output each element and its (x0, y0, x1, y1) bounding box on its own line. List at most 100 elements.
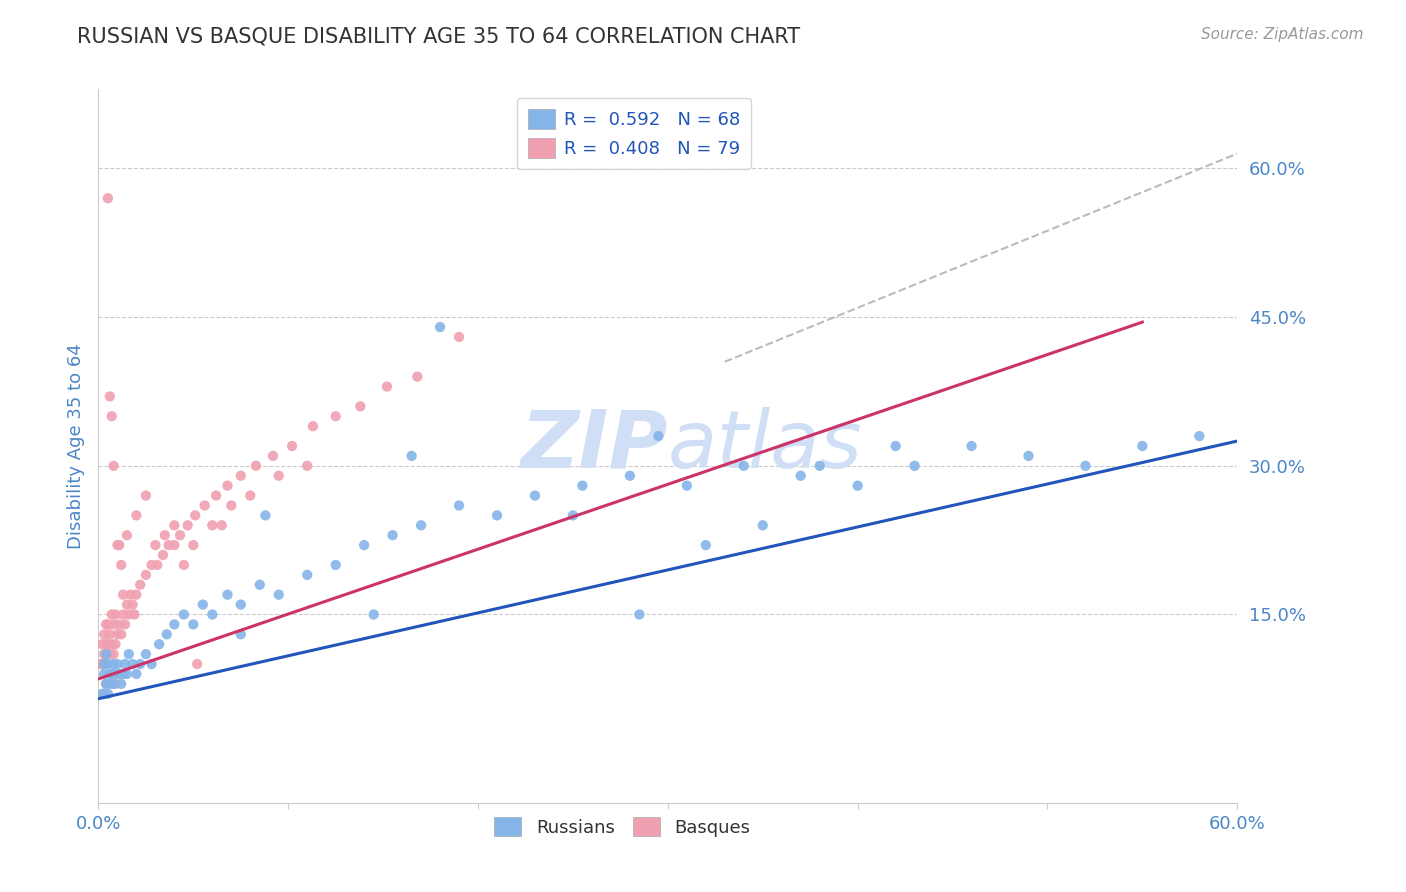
Point (115, 598, 138, 612)
Point (325, 558, 347, 572)
Point (375, 379, 398, 393)
Point (229, 468, 252, 483)
Point (141, 657, 163, 671)
Point (647, 429, 669, 443)
Point (98, 667, 121, 681)
Point (229, 598, 252, 612)
Point (153, 528, 176, 542)
Point (114, 657, 136, 671)
Point (381, 528, 404, 542)
Point (135, 647, 157, 661)
Point (184, 508, 207, 523)
Point (267, 588, 290, 602)
Point (93, 657, 115, 671)
Text: atlas: atlas (668, 407, 863, 485)
Point (619, 468, 641, 483)
Point (108, 617, 131, 632)
Point (1074, 458, 1097, 473)
Point (145, 538, 167, 552)
Point (89, 657, 111, 671)
Point (104, 677, 127, 691)
Point (97, 191, 120, 205)
Point (91, 637, 114, 651)
Point (118, 647, 141, 661)
Point (115, 667, 138, 681)
Point (103, 677, 125, 691)
Point (91, 657, 114, 671)
Point (186, 657, 208, 671)
Point (1132, 439, 1154, 453)
Point (104, 667, 127, 681)
Point (401, 449, 423, 463)
Point (108, 538, 131, 552)
Point (254, 508, 277, 523)
Point (100, 409, 122, 424)
Point (156, 627, 179, 641)
Point (110, 677, 132, 691)
Point (129, 657, 152, 671)
Point (349, 400, 371, 414)
Point (429, 320, 451, 334)
Point (297, 458, 319, 473)
Point (449, 499, 471, 513)
Point (183, 538, 205, 552)
Point (790, 468, 813, 483)
Point (135, 567, 157, 582)
Point (524, 489, 547, 503)
Point (103, 657, 125, 671)
Point (114, 617, 136, 632)
Point (141, 558, 163, 572)
Point (229, 627, 252, 641)
Point (239, 489, 262, 503)
Point (100, 667, 122, 681)
Point (94, 677, 117, 691)
Point (103, 617, 125, 632)
Point (97, 647, 120, 661)
Text: ZIP: ZIP (520, 407, 668, 485)
Point (676, 478, 699, 492)
Point (97, 637, 120, 651)
Point (205, 489, 228, 503)
Point (110, 627, 132, 641)
Point (146, 558, 169, 572)
Point (93, 647, 115, 661)
Point (125, 667, 148, 681)
Point (108, 667, 131, 681)
Point (94, 647, 117, 661)
Point (129, 578, 152, 592)
Point (112, 667, 135, 681)
Point (94, 617, 117, 632)
Point (98, 647, 121, 661)
Point (98, 627, 121, 641)
Text: Source: ZipAtlas.com: Source: ZipAtlas.com (1201, 27, 1364, 42)
Point (217, 478, 239, 492)
Point (217, 588, 239, 602)
Point (353, 538, 375, 552)
Point (169, 528, 191, 542)
Text: RUSSIAN VS BASQUE DISABILITY AGE 35 TO 64 CORRELATION CHART: RUSSIAN VS BASQUE DISABILITY AGE 35 TO 6… (77, 27, 800, 46)
Point (163, 617, 186, 632)
Point (124, 607, 146, 622)
Point (112, 607, 135, 622)
Point (808, 458, 831, 473)
Point (98, 677, 121, 691)
Legend: Russians, Basques: Russians, Basques (486, 809, 758, 844)
Point (103, 458, 125, 473)
Point (201, 518, 224, 533)
Point (93, 627, 115, 641)
Point (960, 439, 983, 453)
Point (449, 330, 471, 344)
Point (411, 518, 433, 533)
Point (211, 518, 233, 533)
Point (163, 538, 186, 552)
Point (183, 617, 205, 632)
Point (97, 687, 120, 701)
Point (104, 637, 127, 651)
Point (249, 578, 271, 592)
Point (281, 439, 304, 453)
Point (752, 518, 775, 533)
Point (695, 538, 717, 552)
Point (121, 657, 143, 671)
Y-axis label: Disability Age 35 to 64: Disability Age 35 to 64 (66, 343, 84, 549)
Point (157, 538, 180, 552)
